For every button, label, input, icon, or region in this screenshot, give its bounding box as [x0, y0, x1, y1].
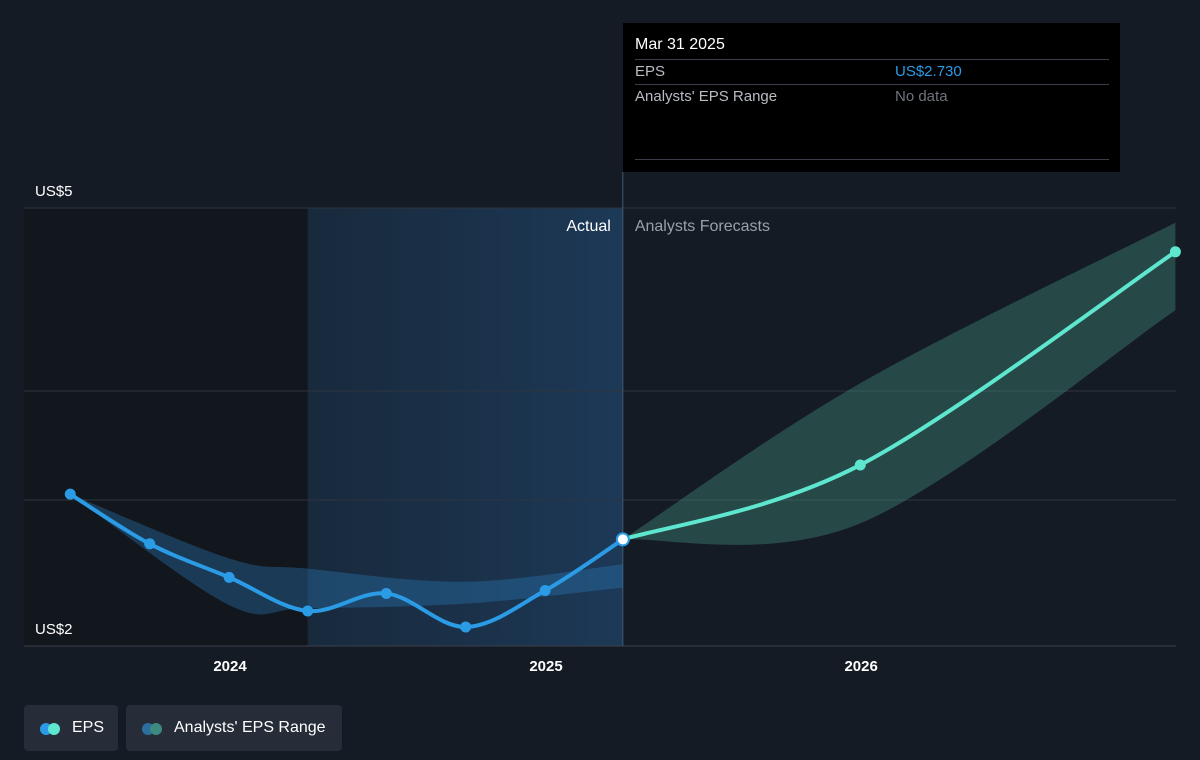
- eps-range-band-past: [70, 494, 623, 615]
- tooltip-range-label: Analysts' EPS Range: [635, 88, 778, 105]
- tooltip-row-range: Analysts' EPS Range No data: [635, 84, 1109, 110]
- eps-forecast-point: [854, 459, 866, 471]
- x-tick-label: 2025: [529, 658, 562, 675]
- x-tick-label: 2026: [844, 658, 877, 675]
- legend-range-toggle[interactable]: Analysts' EPS Range: [126, 705, 342, 751]
- range-legend-icon: [142, 723, 164, 735]
- eps-data-point: [460, 621, 472, 633]
- eps-data-point: [144, 538, 156, 550]
- eps-data-point: [302, 605, 314, 617]
- tooltip-eps-label: EPS: [635, 63, 666, 80]
- tooltip-eps-value: US$2.730: [895, 63, 962, 80]
- eps-actual-line: [68, 492, 625, 630]
- tooltip-divider: [635, 159, 1109, 160]
- eps-highlight-point: [615, 532, 630, 547]
- past-background: [24, 208, 308, 646]
- legend-eps-toggle[interactable]: EPS: [24, 705, 118, 751]
- eps-forecast-line: [620, 249, 1178, 542]
- y-label-top: US$5: [35, 183, 73, 200]
- eps-data-point: [539, 585, 551, 597]
- actual-label: Actual: [566, 218, 610, 235]
- eps-data-point: [64, 488, 76, 500]
- forecast-label: Analysts Forecasts: [635, 218, 770, 235]
- tooltip-row-eps: EPS US$2.730: [635, 59, 1109, 85]
- tooltip-date: Mar 31 2025: [635, 36, 725, 53]
- y-label-bottom: US$2: [35, 621, 73, 638]
- legend-range-label: Analysts' EPS Range: [174, 719, 326, 736]
- eps-data-point: [223, 571, 235, 583]
- legend-eps-label: EPS: [72, 719, 105, 736]
- eps-forecast-point: [1169, 246, 1181, 258]
- tooltip-range-value: No data: [895, 88, 948, 105]
- x-tick-label: 2024: [213, 658, 247, 675]
- eps-range-band-forecast: [622, 222, 1176, 545]
- eps-legend-icon: [40, 723, 62, 735]
- eps-data-point: [380, 587, 392, 599]
- data-tooltip: Mar 31 2025 EPS US$2.730 Analysts' EPS R…: [623, 23, 1120, 172]
